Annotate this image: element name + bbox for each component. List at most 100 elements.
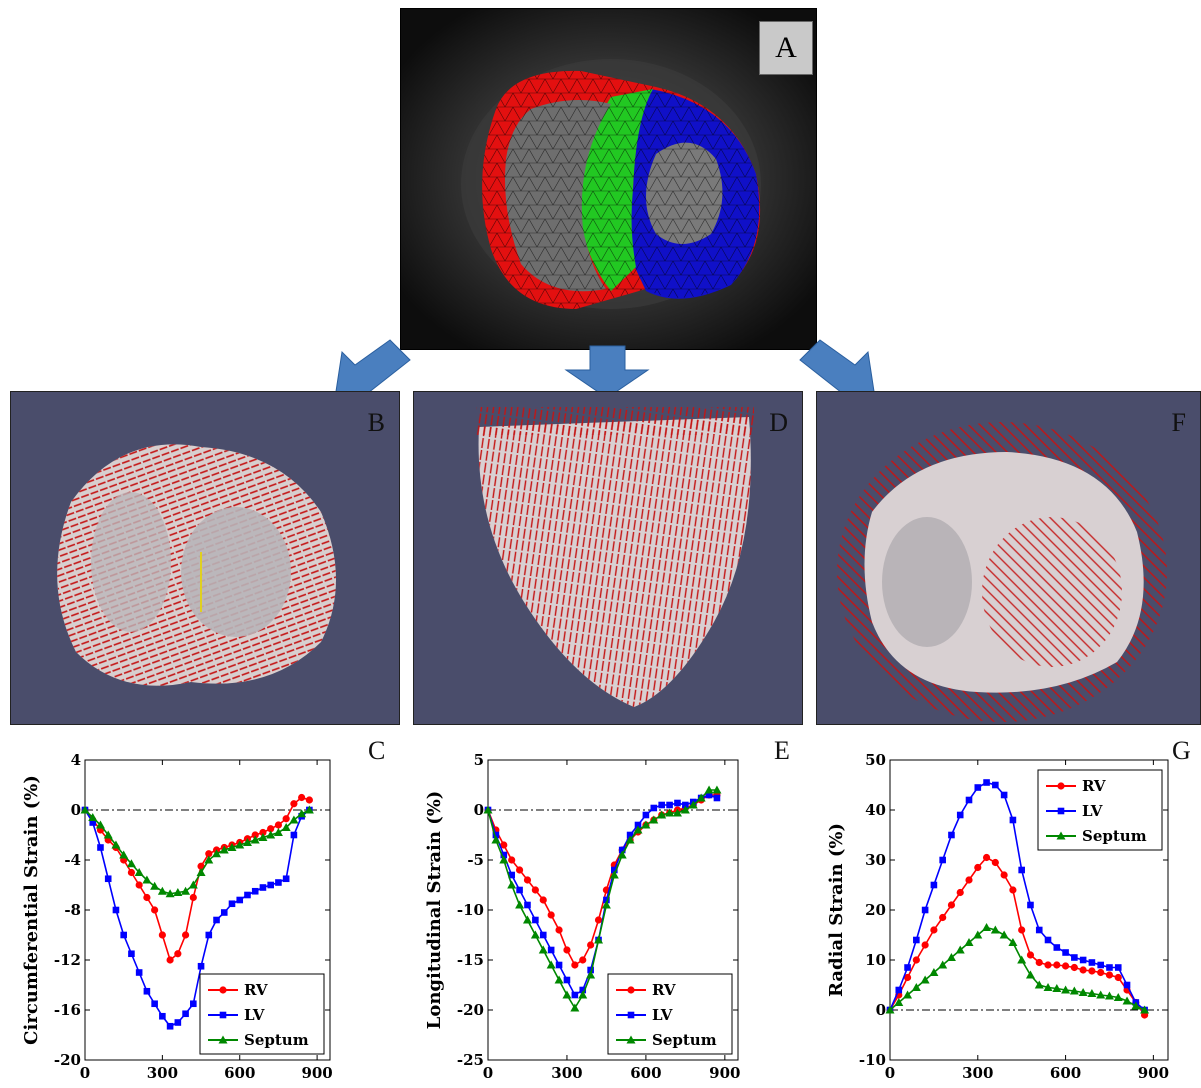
y-tick-label: 5 [474, 751, 484, 769]
data-point-lv [1123, 981, 1131, 989]
data-point-septum [938, 960, 948, 969]
data-point-septum [680, 805, 690, 814]
data-point-rv [174, 950, 182, 958]
x-tick-label: 600 [224, 1064, 255, 1082]
data-point-lv [603, 896, 610, 904]
data-point-septum [227, 843, 237, 851]
data-point-lv [1018, 866, 1025, 874]
panel-b: B [10, 391, 400, 725]
data-point-septum [483, 805, 493, 814]
data-point-septum [633, 825, 643, 834]
data-point-septum [617, 850, 627, 859]
arrow-to-f [799, 339, 876, 400]
data-point-lv [500, 851, 508, 859]
data-point-septum [920, 975, 930, 984]
data-point-septum [188, 880, 198, 889]
data-point-rv [500, 841, 508, 849]
data-point-septum [142, 875, 152, 884]
data-point-septum [1087, 989, 1097, 997]
data-point-rv [587, 941, 595, 949]
data-point-rv [921, 941, 929, 949]
data-point-lv [275, 879, 282, 886]
data-point-lv [983, 779, 990, 786]
data-point-rv [259, 828, 267, 837]
data-point-lv [1079, 956, 1087, 964]
panel-label-a: A [759, 21, 813, 75]
data-point-septum [578, 990, 588, 999]
y-tick-label: 40 [865, 801, 886, 819]
data-point-lv [563, 976, 571, 984]
data-point-septum [964, 938, 974, 946]
data-point-septum [88, 813, 98, 821]
data-point-rv [547, 911, 555, 919]
data-point-rv [539, 896, 547, 904]
y-tick-label: -4 [64, 851, 81, 869]
y-tick-label: -25 [457, 1051, 484, 1069]
y-axis-label: Circumferential Strain (%) [21, 775, 42, 1045]
data-point-septum [134, 868, 144, 876]
x-tick-label: 600 [630, 1064, 661, 1082]
data-point-septum [1025, 970, 1035, 979]
x-tick-label: 0 [483, 1064, 493, 1082]
legend-label-septum: Septum [1082, 827, 1147, 845]
data-point-septum [250, 835, 260, 844]
data-point-lv [516, 886, 523, 894]
data-point-lv [174, 1019, 182, 1026]
data-point-rv [158, 931, 166, 939]
data-point-septum [704, 785, 714, 794]
data-point-lv [618, 846, 626, 854]
data-point-septum [219, 845, 229, 854]
data-point-lv [282, 875, 290, 883]
data-point-rv [1035, 958, 1043, 967]
data-point-septum [1131, 1001, 1141, 1010]
data-point-lv [213, 916, 220, 924]
panel-d: D [413, 391, 803, 725]
data-point-septum [173, 888, 183, 896]
legend-label-septum: Septum [652, 1031, 717, 1049]
data-point-septum [150, 881, 160, 890]
data-point-septum [657, 810, 667, 819]
data-point-septum [126, 859, 136, 868]
y-tick-label: 4 [71, 751, 81, 769]
data-point-septum [1034, 980, 1044, 989]
data-point-lv [1000, 791, 1008, 799]
panel-f: F [816, 391, 1201, 725]
radial-fiber-render [837, 422, 1167, 722]
data-point-lv [1053, 944, 1061, 951]
data-point-septum [95, 820, 105, 829]
data-point-lv [1088, 959, 1096, 966]
data-point-lv [205, 931, 213, 939]
data-point-lv [244, 891, 251, 899]
data-point-septum [929, 968, 939, 976]
panel-label-e: E [774, 736, 790, 765]
data-point-lv [650, 804, 658, 812]
data-point-lv [1009, 816, 1017, 824]
y-tick-label: 10 [865, 951, 886, 969]
data-point-rv [579, 956, 587, 964]
data-point-lv [642, 811, 650, 819]
data-point-lv [913, 936, 920, 944]
data-point-septum [103, 830, 113, 839]
data-point-lv [1106, 964, 1113, 971]
data-point-lv [634, 821, 642, 829]
panel-label-f: F [1171, 408, 1186, 437]
data-point-septum [665, 808, 675, 817]
data-point-rv [135, 881, 143, 889]
legend-marker-lv [1057, 807, 1065, 815]
data-point-rv [1105, 971, 1114, 979]
data-point-septum [157, 886, 167, 895]
data-point-lv [571, 991, 579, 999]
data-point-rv [251, 831, 259, 839]
data-point-lv [674, 799, 681, 807]
y-tick-label: -8 [64, 901, 81, 919]
y-tick-label: 20 [865, 901, 886, 919]
y-tick-label: 50 [865, 751, 886, 769]
data-point-septum [946, 953, 956, 961]
data-point-lv [587, 966, 594, 974]
data-point-rv [282, 815, 290, 823]
data-point-septum [594, 935, 604, 944]
